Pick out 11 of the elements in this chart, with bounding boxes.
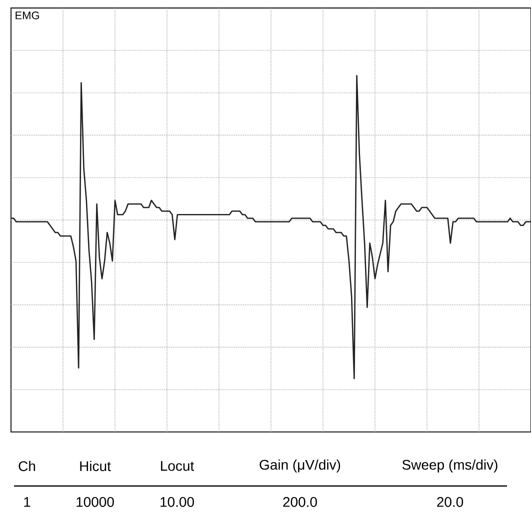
text: Locut: [161, 461, 194, 471]
text: Gain (μV/div): [260, 459, 340, 473]
text: Ch: [18, 460, 36, 472]
text: 20.0: [437, 497, 464, 507]
text: Sweep (ms/div): [402, 459, 498, 473]
text: 1: [24, 497, 30, 507]
text: 200.0: [283, 497, 317, 507]
text: 10000: [76, 497, 114, 507]
text: 10.00: [160, 497, 194, 507]
chart-title: EMG: [16, 11, 39, 20]
text: Hicut: [80, 460, 111, 472]
